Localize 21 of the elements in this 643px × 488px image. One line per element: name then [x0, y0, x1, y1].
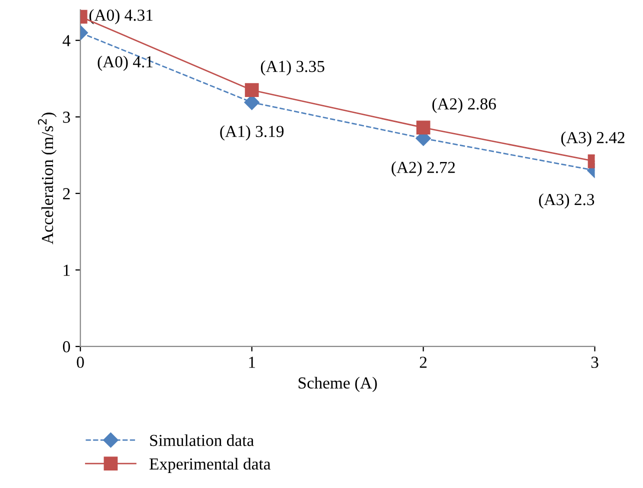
- data-label: (A2) 2.86: [432, 98, 496, 113]
- data-label: (A3) 2.42: [561, 132, 624, 147]
- data-label: (A0) 4.1: [98, 56, 153, 71]
- legend-label: Simulation data: [150, 434, 254, 446]
- y-axis-title: Acceleration (m/s$^{2}$): [38, 112, 57, 244]
- data-label: (A1) 3.19: [220, 125, 284, 140]
- y-tick-label: 3: [63, 112, 70, 123]
- y-tick-label: 2: [63, 188, 70, 200]
- data-label: (A3) 2.3: [539, 193, 594, 209]
- y-tick-label: 4: [62, 35, 70, 46]
- x-tick-label: 0: [76, 356, 84, 368]
- x-axis-title: Scheme (A): [298, 376, 377, 392]
- data-label: (A0) 4.31: [89, 9, 153, 24]
- data-label: (A1) 3.35: [260, 60, 324, 76]
- x-tick-label: 1: [249, 356, 256, 368]
- y-tick-label: 0: [62, 341, 70, 352]
- x-tick-label: 2: [420, 356, 427, 368]
- data-label: (A2) 2.72: [392, 161, 455, 176]
- y-tick-label: 1: [64, 264, 70, 276]
- x-tick-label: 3: [591, 356, 598, 368]
- legend-label: Experimental data: [150, 458, 271, 473]
